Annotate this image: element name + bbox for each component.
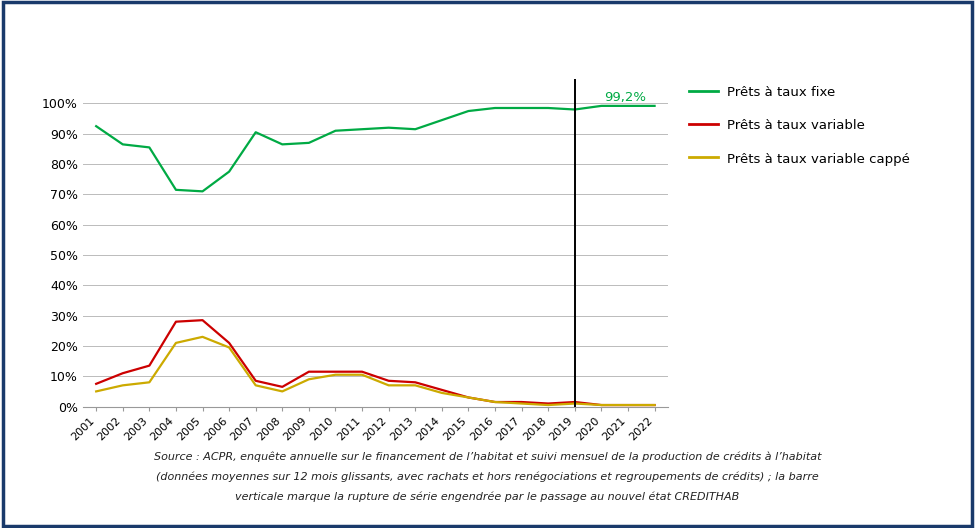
- Text: Graphique 14   Structure de la production par type de taux: Graphique 14 Structure de la production …: [15, 21, 594, 40]
- Text: verticale marque la rupture de série engendrée par le passage au nouvel état CRE: verticale marque la rupture de série eng…: [235, 492, 740, 502]
- Text: Source : ACPR, enquête annuelle sur le financement de l’habitat et suivi mensuel: Source : ACPR, enquête annuelle sur le f…: [154, 451, 821, 462]
- Text: (données moyennes sur 12 mois glissants, avec rachats et hors renégociations et : (données moyennes sur 12 mois glissants,…: [156, 472, 819, 482]
- Legend: Prêts à taux fixe, Prêts à taux variable, Prêts à taux variable cappé: Prêts à taux fixe, Prêts à taux variable…: [689, 86, 911, 166]
- Text: 99,2%: 99,2%: [604, 91, 646, 104]
